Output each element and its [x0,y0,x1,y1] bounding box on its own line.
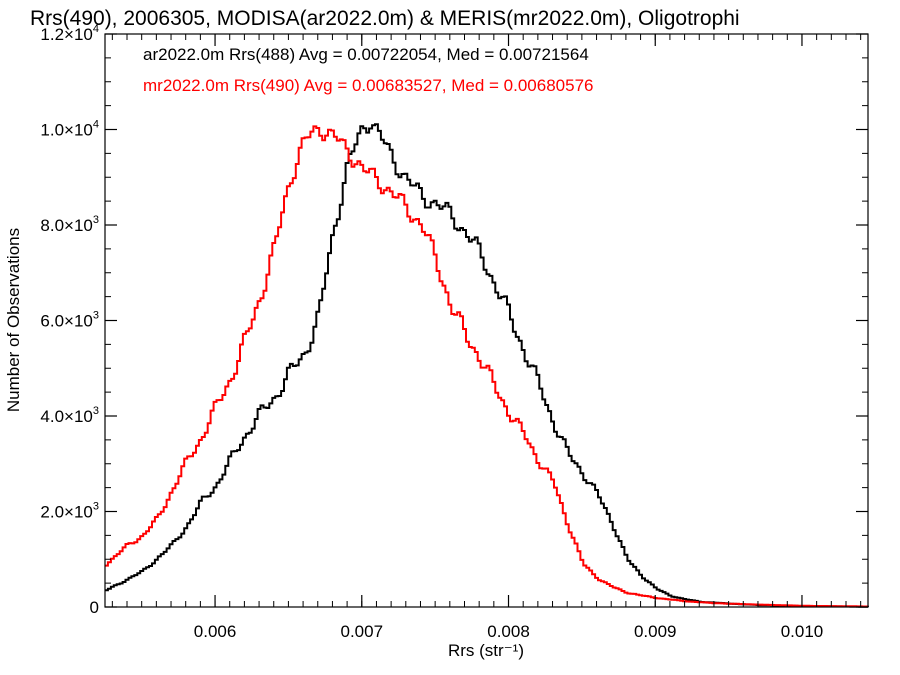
chart-title: Rrs(490), 2006305, MODISA(ar2022.0m) & M… [30,7,740,30]
x-axis-label: Rrs (str⁻¹) [448,641,524,660]
legend: ar2022.0m Rrs(488) Avg = 0.00722054, Med… [143,45,594,95]
y-tick-label: 8.0×103 [40,214,99,235]
legend-entry-meris: mr2022.0m Rrs(490) Avg = 0.00683527, Med… [143,76,594,95]
y-tick-label: 6.0×103 [40,310,99,331]
y-tick-label: 4.0×103 [40,405,99,426]
x-tick-label: 0.008 [487,622,530,641]
x-axis-ticks: 0.006 0.007 0.008 0.009 0.010 [111,34,862,641]
y-axis-ticks: 0 2.0×103 4.0×103 6.0×103 8.0×103 1.0×104 1.2×… [40,23,868,617]
y-tick-label: 1.0×104 [40,119,99,140]
x-tick-label: 0.006 [194,622,237,641]
y-tick-label: 2.0×103 [40,501,99,522]
y-tick-label: 0 [90,598,99,617]
x-tick-label: 0.009 [634,622,677,641]
series-layer [105,123,869,608]
series-line-meris [105,125,868,608]
x-tick-label: 0.010 [781,622,824,641]
legend-entry-modisa: ar2022.0m Rrs(488) Avg = 0.00722054, Med… [143,45,589,64]
plot-frame [104,33,869,608]
y-axis-label: Number of Observations [4,228,23,412]
x-tick-label: 0.007 [341,622,384,641]
plot-area: 0.006 0.007 0.008 0.009 0.010 0 2.0×103 4.0×10… [40,23,869,641]
y-tick-label: 1.2×104 [40,23,99,44]
